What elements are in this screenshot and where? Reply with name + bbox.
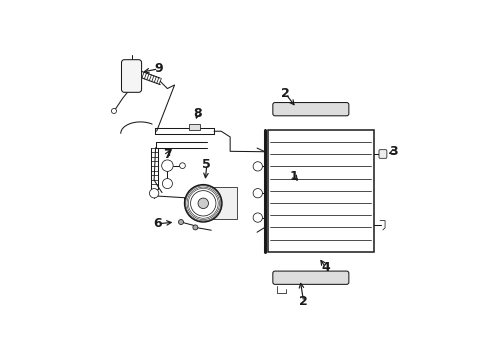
Circle shape: [198, 198, 208, 208]
Circle shape: [184, 185, 222, 222]
Circle shape: [162, 179, 172, 189]
Circle shape: [192, 225, 198, 230]
Text: 6: 6: [153, 217, 162, 230]
Text: 2: 2: [281, 87, 289, 100]
Bar: [188, 124, 199, 130]
FancyBboxPatch shape: [378, 150, 386, 158]
Bar: [212, 188, 236, 219]
Text: 5: 5: [202, 158, 211, 171]
Text: 4: 4: [321, 261, 330, 274]
Circle shape: [253, 189, 262, 198]
Circle shape: [253, 213, 262, 222]
Circle shape: [111, 108, 116, 113]
Circle shape: [179, 163, 185, 168]
Text: 8: 8: [193, 107, 202, 120]
FancyBboxPatch shape: [272, 103, 348, 116]
Bar: [267, 130, 373, 252]
Circle shape: [162, 160, 173, 171]
Text: 9: 9: [154, 62, 163, 75]
Text: 2: 2: [299, 296, 307, 309]
FancyBboxPatch shape: [272, 271, 348, 284]
Circle shape: [149, 189, 159, 198]
FancyBboxPatch shape: [121, 60, 142, 92]
Text: 3: 3: [388, 145, 397, 158]
Text: 7: 7: [163, 148, 171, 161]
Text: 1: 1: [289, 170, 298, 183]
Circle shape: [253, 162, 262, 171]
Circle shape: [190, 191, 216, 216]
Circle shape: [178, 220, 183, 225]
